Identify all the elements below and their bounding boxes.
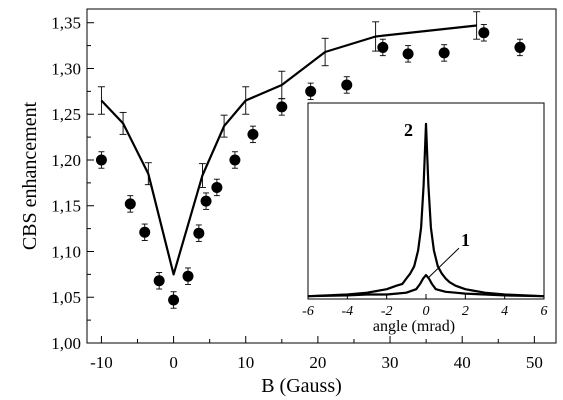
data-point [200, 195, 212, 207]
data-point [139, 226, 151, 238]
data-point [305, 85, 317, 97]
data-point [276, 101, 288, 113]
y-tick-label: 1,05 [51, 288, 81, 307]
x-tick-label: 40 [454, 353, 471, 372]
x-tick-label: -10 [90, 353, 113, 372]
inset-x-axis-title: angle (mrad) [373, 318, 455, 335]
data-point [153, 275, 165, 287]
inset-plot: -6 -4 -2 0 2 4 6 angle (mrad) 2 1 [302, 102, 548, 335]
y-tick-label: 1,10 [51, 242, 81, 261]
main-plot: 1,001,051,101,151,201,251,301,35-10 0 10 20… [19, 8, 557, 397]
x-tick-label: 30 [382, 353, 399, 372]
x-axis-title: B (Gauss) [261, 375, 342, 397]
y-tick-label: 1,25 [51, 105, 81, 124]
data-point [95, 154, 107, 166]
inset-x-tick-label: 2 [462, 304, 469, 319]
inset-x-tick-label: -2 [381, 304, 393, 319]
y-tick-label: 1,35 [51, 14, 81, 33]
data-point [478, 27, 490, 39]
inset-x-tick-label: 6 [541, 304, 548, 319]
inset-label-curve-2: 2 [404, 120, 413, 140]
inset-curve-2 [307, 122, 545, 298]
data-point [211, 181, 223, 193]
y-tick-label: 1,15 [51, 197, 81, 216]
x-tick-label: 0 [169, 353, 178, 372]
x-tick-label: 20 [309, 353, 326, 372]
data-point [514, 41, 526, 53]
y-tick-label: 1,30 [51, 59, 81, 78]
main-plot-frame [86, 8, 557, 344]
data-point [377, 41, 389, 53]
inset-x-tick-label: -6 [302, 304, 314, 319]
inset-label-leader [428, 247, 460, 278]
inset-label-curve-1: 1 [461, 230, 470, 250]
inset-x-tick-label: -4 [341, 304, 353, 319]
data-point [193, 227, 205, 239]
inset-curve-1 [307, 274, 545, 298]
x-tick-label: 10 [237, 353, 254, 372]
inset-x-tick-label: 4 [501, 304, 508, 319]
data-point [168, 294, 180, 306]
inset-x-tick-label: 0 [423, 304, 430, 319]
y-tick-label: 1,20 [51, 151, 81, 170]
data-point [247, 128, 259, 140]
data-point [182, 270, 194, 282]
x-tick-label: 50 [526, 353, 543, 372]
data-point [438, 47, 450, 59]
data-point [229, 154, 241, 166]
data-point [341, 79, 353, 91]
data-point [402, 48, 414, 60]
y-axis-title: CBS enhancement [19, 101, 41, 250]
data-point [124, 198, 136, 210]
y-tick-label: 1,00 [51, 334, 81, 353]
